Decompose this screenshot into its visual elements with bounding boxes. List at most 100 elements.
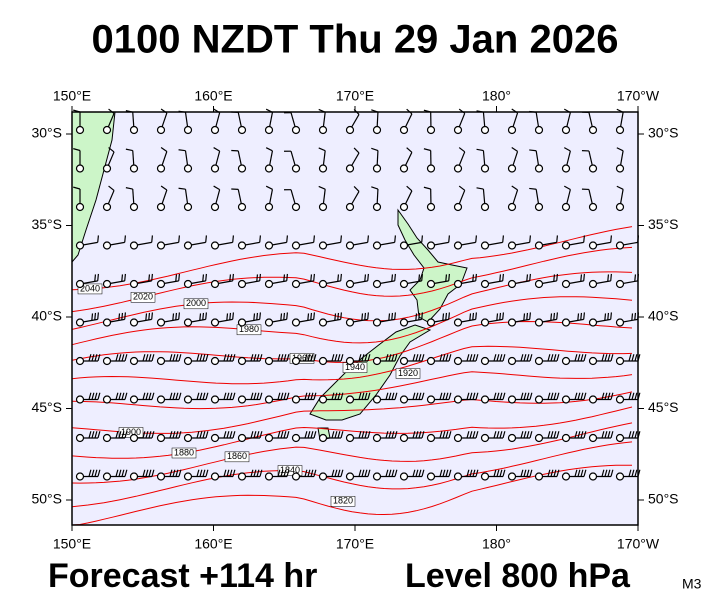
barb-flag [202,354,206,362]
barb-flag [259,392,263,400]
barb-flag [361,469,365,477]
barb-station [129,356,139,366]
barb-flag [520,431,524,439]
barb-flag [466,392,470,400]
barb-station [318,318,328,327]
barb-station [453,318,463,327]
barb-station [534,125,544,135]
barb-flag [259,469,263,477]
barb-flag [469,354,473,362]
barb-flag [148,469,152,477]
barb-station [480,279,490,289]
barb-station [237,279,247,289]
barb-flag [226,354,230,362]
barb-flag [142,392,146,400]
barb-station [156,164,166,173]
barb-flag [445,392,449,400]
barb-flag [259,235,261,243]
barb-flag [472,354,476,362]
barb-flag [458,185,466,191]
barb-flag [385,431,389,439]
barb-flag [280,469,284,477]
barb-flag [196,431,200,439]
barb-station [426,241,436,250]
barb-flag [280,354,284,362]
barb-flag [412,392,416,400]
barb-flag [556,354,560,362]
barb-flag [358,469,362,477]
barb-flag [394,392,398,400]
barb-flag [391,469,395,477]
barb-station [210,318,220,327]
barb-flag [229,431,233,439]
barb-flag [88,431,92,439]
barb-flag [142,469,146,477]
barb-flag [94,392,98,400]
barb-flag [265,147,273,152]
barb-flag [172,392,176,400]
barb-flag [529,469,533,477]
barb-station [507,202,517,212]
barb-flag [371,147,379,152]
barb-flag [364,431,368,439]
barb-flag [307,469,311,477]
barb-flag [304,392,308,400]
barb-station [588,241,598,250]
barb-station [102,356,112,366]
barb-flag [340,392,344,400]
barb-flag [88,392,92,400]
barb-station [480,395,490,404]
barb-flag [634,469,638,477]
contour-label: 1900 [121,427,141,437]
barb-flag [502,392,506,400]
barb-flag [577,354,581,362]
lon-tick-label: 180° [482,88,511,104]
barb-flag [91,431,95,439]
barb-station [75,433,85,443]
barb-flag [307,431,311,439]
contour-line [71,246,633,313]
barb-flag [607,354,611,362]
barb-flag [313,392,317,400]
barb-flag [466,431,470,439]
barb-station [372,433,382,443]
barb-flag [583,273,585,281]
barb-flag [118,313,121,321]
barb-flag [121,469,125,477]
barb-flag [610,392,614,400]
contour-label-box [183,298,209,310]
barb-flag [178,149,186,152]
barb-station [372,202,382,212]
barb-flag [364,469,368,477]
barb-station [291,433,301,443]
barb-flag [583,312,585,320]
barb-flag [88,469,92,477]
barb-station [75,241,85,250]
barb-flag [172,354,176,362]
barb-flag [610,469,614,477]
level-label: Level 800 hPa [405,557,631,595]
barb-flag [94,469,98,477]
barb-flag [439,354,443,362]
barb-flag [175,431,179,439]
barb-flag [553,354,557,362]
barb-flag [502,469,506,477]
barb-flag [229,469,233,477]
barb-flag [115,469,119,477]
barb-station [453,241,463,250]
barb-flag [304,431,308,439]
barb-station [183,202,193,212]
barb-station [102,202,112,212]
lon-tick-label: 170°W [617,88,660,104]
barb-station [588,279,598,289]
barb-flag [556,273,558,281]
barb-station [372,241,382,250]
barb-flag [421,354,425,362]
barb-flag [283,392,287,400]
barb-flag [529,312,531,320]
barb-station [102,318,112,327]
barb-station [561,241,571,250]
barb-flag [475,312,477,320]
barb-flag [553,392,557,400]
barb-flag [499,312,502,320]
